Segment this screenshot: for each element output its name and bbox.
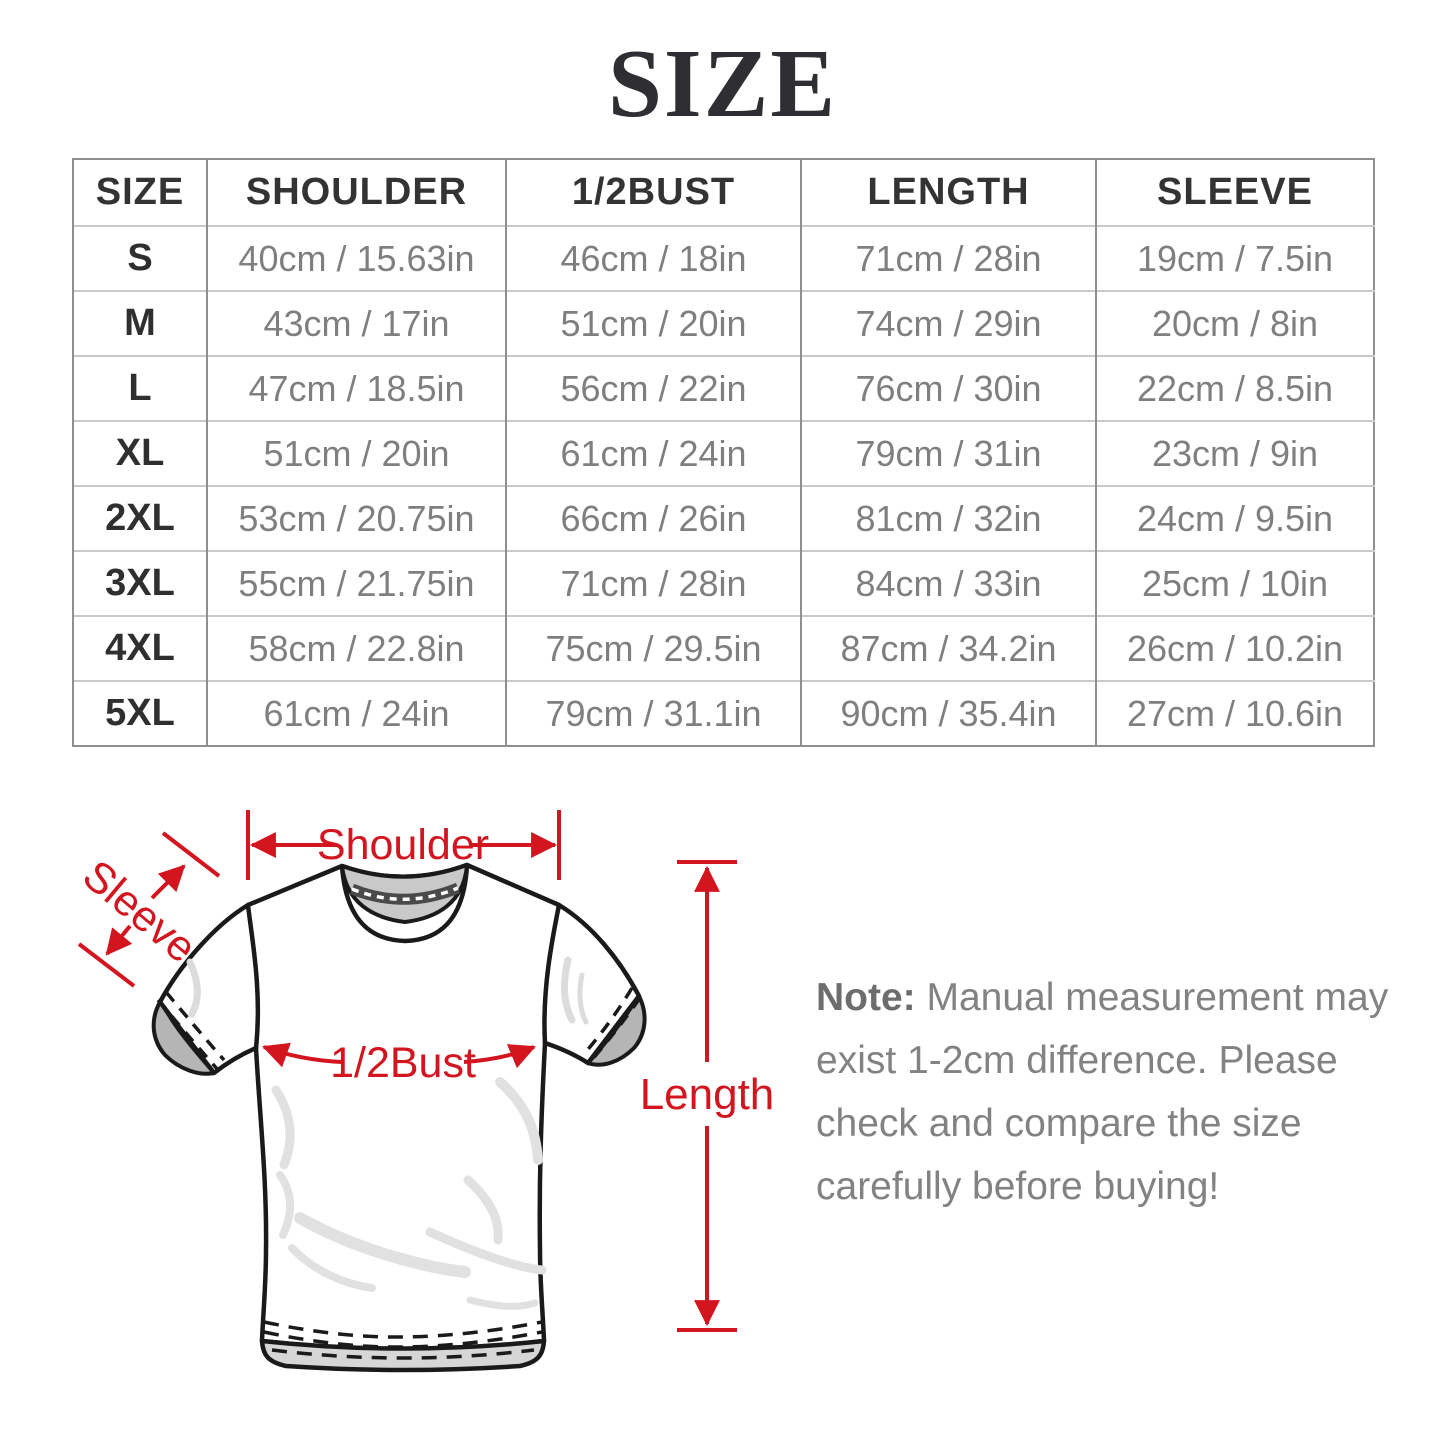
col-header-shoulder: SHOULDER [206, 159, 506, 226]
fabric-wrinkles [271, 1077, 547, 1310]
note-prefix: Note: [816, 976, 916, 1019]
sleeve-cell: 23cm / 9in [1095, 420, 1374, 486]
table-row: XL 51cm / 20in 61cm / 24in 79cm / 31in 2… [72, 420, 1374, 486]
table-row: L 47cm / 18.5in 56cm / 22in 76cm / 30in … [72, 355, 1374, 421]
note-line: exist 1-2cm difference. Please [816, 1039, 1338, 1082]
sleeve-cell: 19cm / 7.5in [1095, 225, 1374, 291]
sleeve-cell: 25cm / 10in [1095, 550, 1374, 616]
size-cell: 2XL [72, 485, 207, 551]
shoulder-cell: 43cm / 17in [206, 290, 506, 356]
length-cell: 87cm / 34.2in [800, 615, 1096, 681]
col-header-size: SIZE [72, 159, 207, 226]
bust-cell: 46cm / 18in [505, 225, 801, 291]
bust-cell: 66cm / 26in [505, 485, 801, 551]
size-cell: 5XL [72, 680, 207, 746]
length-measure-arrow: Length [640, 860, 775, 1332]
note-line: carefully before buying! [816, 1165, 1220, 1208]
left-cuff-stitching [156, 990, 226, 1072]
right-cuff-inside [586, 994, 647, 1067]
size-table: SIZE SHOULDER 1/2BUST LENGTH SLEEVE S 40… [72, 158, 1375, 747]
size-cell: 3XL [72, 550, 207, 616]
size-cell: S [72, 225, 207, 291]
length-cell: 81cm / 32in [800, 485, 1096, 551]
collar-tape-stitches [351, 886, 459, 901]
left-sleeve-wrinkle [186, 958, 201, 1018]
tshirt-illustration [151, 862, 647, 1373]
size-cell: L [72, 355, 207, 421]
left-cuff-inside [151, 1000, 216, 1076]
sleeve-cell: 26cm / 10.2in [1095, 615, 1374, 681]
shoulder-measure-label: Shoulder [317, 821, 489, 869]
length-cell: 84cm / 33in [800, 550, 1096, 616]
tshirt-measurement-diagram: Shoulder Sleeve 1/2Bust Length [74, 810, 775, 1373]
shoulder-cell: 58cm / 22.8in [206, 615, 506, 681]
sleeve-cell: 20cm / 8in [1095, 290, 1374, 356]
size-cell: XL [72, 420, 207, 486]
table-row: 4XL 58cm / 22.8in 75cm / 29.5in 87cm / 3… [72, 615, 1374, 681]
shoulder-cell: 61cm / 24in [206, 680, 506, 746]
bust-measure-arrow: 1/2Bust [262, 1039, 536, 1087]
bust-cell: 51cm / 20in [505, 290, 801, 356]
right-cuff-stitching [582, 987, 642, 1064]
table-row: 3XL 55cm / 21.75in 71cm / 28in 84cm / 33… [72, 550, 1374, 616]
length-cell: 79cm / 31in [800, 420, 1096, 486]
length-cell: 71cm / 28in [800, 225, 1096, 291]
length-cell: 74cm / 29in [800, 290, 1096, 356]
size-cell: M [72, 290, 207, 356]
bust-cell: 61cm / 24in [505, 420, 801, 486]
bust-cell: 56cm / 22in [505, 355, 801, 421]
table-row: S 40cm / 15.63in 46cm / 18in 71cm / 28in… [72, 225, 1374, 291]
shoulder-cell: 51cm / 20in [206, 420, 506, 486]
measurement-note: Note: Manual measurement may exist 1-2cm… [816, 966, 1388, 1218]
bust-cell: 71cm / 28in [505, 550, 801, 616]
tshirt-right-sleeve [542, 902, 642, 1066]
page-title: SIZE [607, 30, 838, 137]
note-line: check and compare the size [816, 1102, 1302, 1145]
tshirt-left-sleeve [157, 902, 261, 1076]
table-header-row: SIZE SHOULDER 1/2BUST LENGTH SLEEVE [72, 159, 1374, 226]
table-row: 5XL 61cm / 24in 79cm / 31.1in 90cm / 35.… [72, 680, 1374, 746]
sleeve-cell: 27cm / 10.6in [1095, 680, 1374, 746]
hem-band [259, 1338, 547, 1373]
hem-stitching [263, 1320, 543, 1360]
shoulder-cell: 40cm / 15.63in [206, 225, 506, 291]
table-row: 2XL 53cm / 20.75in 66cm / 26in 81cm / 32… [72, 485, 1374, 551]
shoulder-measure-arrow: Shoulder [246, 810, 561, 880]
size-cell: 4XL [72, 615, 207, 681]
length-cell: 90cm / 35.4in [800, 680, 1096, 746]
collar-inside-back [340, 863, 469, 924]
shoulder-cell: 55cm / 21.75in [206, 550, 506, 616]
col-header-length: LENGTH [800, 159, 1096, 226]
right-sleeve-wrinkles [561, 956, 589, 1025]
shoulder-cell: 53cm / 20.75in [206, 485, 506, 551]
bust-measure-label: 1/2Bust [330, 1039, 476, 1087]
length-cell: 76cm / 30in [800, 355, 1096, 421]
sleeve-cell: 22cm / 8.5in [1095, 355, 1374, 421]
note-line: Note: Manual measurement may [816, 976, 1389, 1019]
sleeve-cell: 24cm / 9.5in [1095, 485, 1374, 551]
length-measure-label: Length [640, 1070, 775, 1119]
col-header-sleeve: SLEEVE [1095, 159, 1374, 226]
table-row: M 43cm / 17in 51cm / 20in 74cm / 29in 20… [72, 290, 1374, 356]
shoulder-cell: 47cm / 18.5in [206, 355, 506, 421]
bust-cell: 75cm / 29.5in [505, 615, 801, 681]
bust-cell: 79cm / 31.1in [505, 680, 801, 746]
col-header-bust: 1/2BUST [505, 159, 801, 226]
